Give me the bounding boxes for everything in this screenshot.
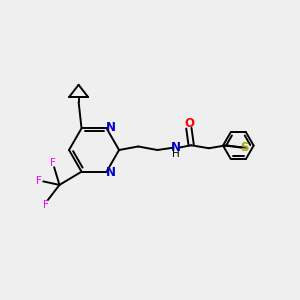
Text: N: N: [171, 141, 181, 154]
Text: S: S: [241, 141, 249, 154]
Text: O: O: [185, 117, 195, 130]
Text: F: F: [50, 158, 56, 167]
Text: F: F: [43, 200, 49, 210]
Text: N: N: [105, 166, 116, 179]
Text: F: F: [36, 176, 41, 186]
Text: N: N: [105, 121, 116, 134]
Text: H: H: [172, 148, 180, 158]
